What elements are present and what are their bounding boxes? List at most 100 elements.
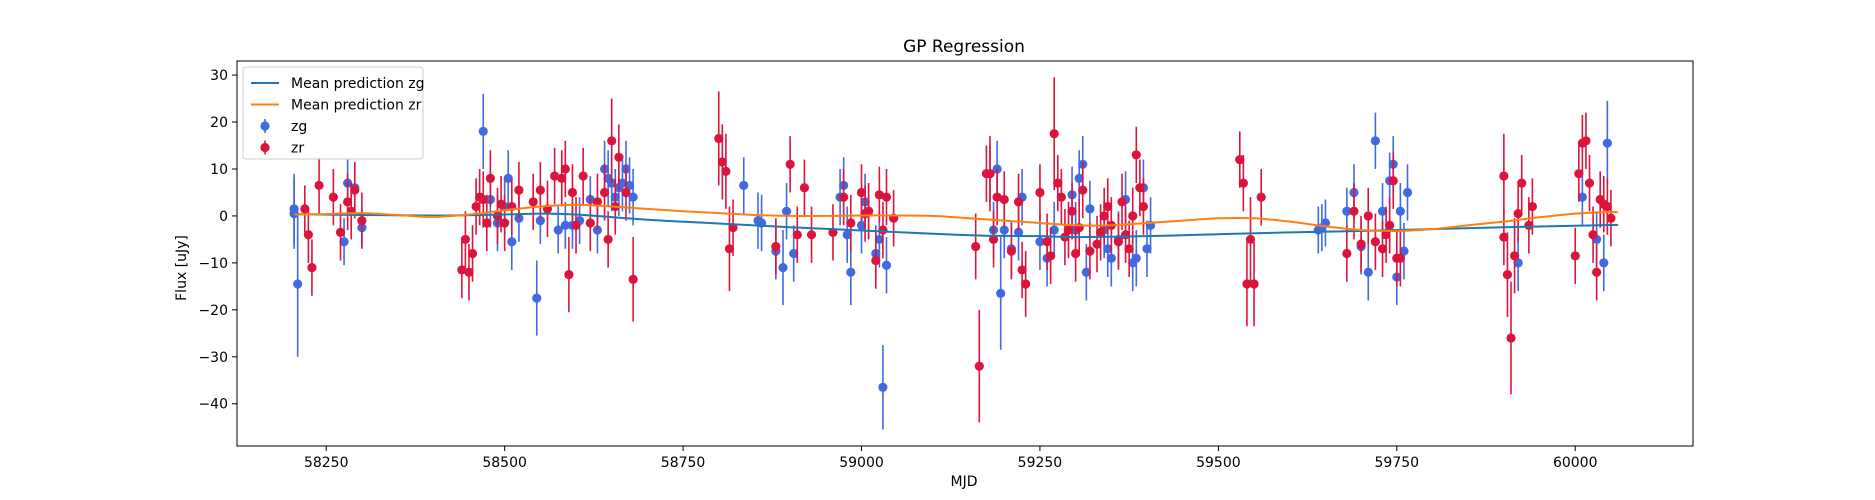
- mean-prediction-zr-line: [294, 203, 1619, 233]
- zr-point: [971, 241, 981, 252]
- x-tick-label: 60000: [1553, 455, 1598, 471]
- zr-point: [1042, 237, 1052, 247]
- zr-point: [728, 223, 738, 233]
- zg-point: [992, 164, 1002, 174]
- y-tick-label: −40: [198, 397, 228, 413]
- zr-point: [785, 159, 795, 169]
- zr-point: [1085, 246, 1095, 256]
- zr-point: [999, 194, 1009, 205]
- legend-box: [242, 66, 424, 160]
- zr-point: [471, 201, 481, 212]
- zr-point: [878, 225, 888, 235]
- zr-point: [1574, 169, 1584, 179]
- zg-point: [781, 206, 792, 216]
- zg-point: [617, 178, 628, 188]
- zg-point: [1513, 258, 1523, 268]
- zg-point: [739, 180, 749, 191]
- zr-point: [1053, 178, 1063, 188]
- zr-point: [1249, 279, 1259, 289]
- zr-point: [1096, 227, 1106, 237]
- legend: Mean prediction zg Mean prediction zr zg zr: [242, 66, 425, 160]
- y-tick-label: −20: [198, 303, 228, 319]
- zr-point: [560, 164, 570, 174]
- y-tick-label: 0: [219, 209, 228, 225]
- zr-point: [1256, 192, 1266, 202]
- y-axis-label: Flux [uJy]: [174, 235, 190, 301]
- zr-point: [1395, 253, 1405, 263]
- zr-point: [846, 218, 856, 228]
- zg-point: [878, 382, 888, 392]
- zr-point: [350, 185, 360, 195]
- zr-point: [485, 173, 495, 183]
- y-tick-label: 30: [210, 68, 228, 84]
- zr-point: [1135, 183, 1145, 193]
- zr-point: [881, 192, 892, 202]
- zr-point: [335, 227, 346, 237]
- zg-point: [628, 192, 638, 202]
- zr-point: [585, 218, 595, 228]
- zr-point: [550, 171, 560, 181]
- plot-content: [289, 77, 1619, 430]
- zg-point: [846, 267, 856, 277]
- zr-point: [578, 171, 588, 181]
- zr-point: [567, 187, 578, 198]
- zr-point: [621, 187, 631, 198]
- zr-point: [314, 180, 324, 191]
- zr-point: [1377, 244, 1388, 254]
- x-tick-label: 58750: [661, 455, 706, 471]
- zr-point: [1370, 237, 1380, 247]
- zg-point: [553, 225, 563, 235]
- zg-point: [1081, 267, 1091, 277]
- zr-point: [1103, 201, 1113, 212]
- zr-point: [557, 173, 567, 183]
- x-tick-label: 59750: [1375, 455, 1420, 471]
- zr-point: [1606, 213, 1616, 223]
- zr-point: [599, 187, 610, 198]
- zg-point: [1399, 246, 1409, 256]
- zg-point: [789, 248, 799, 259]
- zg-point: [624, 180, 635, 191]
- x-tick-label: 58500: [482, 455, 527, 471]
- zr-point: [614, 152, 624, 162]
- zr-point: [864, 206, 874, 216]
- x-tick-label: 59250: [1018, 455, 1063, 471]
- zr-point: [1049, 129, 1059, 139]
- zg-point: [999, 225, 1009, 235]
- zr-point: [1235, 154, 1245, 165]
- zr-point: [482, 218, 492, 228]
- legend-label: Mean prediction zr: [291, 98, 422, 114]
- zr-point: [1509, 251, 1520, 261]
- zr-point: [717, 157, 727, 167]
- zr-point: [1131, 150, 1141, 160]
- zg-point: [778, 262, 788, 273]
- zg-point: [1035, 237, 1045, 247]
- zr-point: [1238, 178, 1248, 188]
- zr-point: [1035, 187, 1045, 198]
- zg-point: [1370, 136, 1380, 146]
- legend-marker-swatch: [260, 121, 270, 131]
- zg-point: [535, 216, 545, 226]
- zr-point: [806, 230, 817, 240]
- zg-point: [560, 220, 570, 230]
- zr-point: [792, 230, 802, 240]
- zr-point: [721, 166, 731, 176]
- y-tick-label: −30: [198, 350, 228, 366]
- zr-point: [1581, 136, 1591, 146]
- zr-point: [1570, 251, 1580, 261]
- zr-point: [343, 197, 353, 207]
- zr-point: [1356, 239, 1366, 249]
- x-tick-label: 59000: [839, 455, 884, 471]
- zr-point: [528, 197, 538, 207]
- zr-point: [724, 244, 735, 254]
- zr-point: [1602, 201, 1612, 212]
- zg-point: [503, 173, 513, 183]
- zg-point: [1395, 206, 1405, 216]
- zr-point: [628, 274, 638, 284]
- zr-point: [1502, 270, 1513, 280]
- zr-point: [1527, 201, 1538, 212]
- zr-point: [1117, 197, 1127, 207]
- legend-marker-swatch: [260, 142, 270, 153]
- zr-point: [1056, 192, 1066, 202]
- zg-point: [1049, 225, 1059, 235]
